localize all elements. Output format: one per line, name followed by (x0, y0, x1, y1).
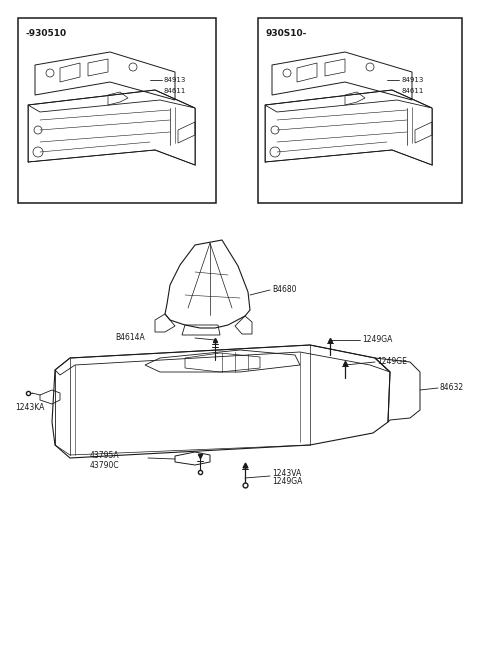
Bar (18, 18, 216, 203)
Text: 84632: 84632 (440, 382, 464, 392)
Bar (258, 18, 462, 203)
Text: 930S10-: 930S10- (265, 30, 306, 39)
Text: 43795A: 43795A (90, 451, 120, 459)
Text: 1243VA: 1243VA (272, 468, 301, 478)
Text: 84611: 84611 (401, 88, 423, 94)
Text: 1243KA: 1243KA (15, 403, 44, 411)
Text: 43790C: 43790C (90, 461, 120, 470)
Text: 84913: 84913 (401, 77, 423, 83)
Text: 1249GA: 1249GA (362, 334, 392, 344)
Text: 84611: 84611 (164, 88, 186, 94)
Text: B4680: B4680 (272, 286, 297, 294)
Text: 1249GE: 1249GE (377, 357, 407, 365)
Text: -930510: -930510 (25, 30, 66, 39)
Text: 1249GA: 1249GA (272, 478, 302, 486)
Text: B4614A: B4614A (115, 332, 145, 342)
Text: 84913: 84913 (164, 77, 186, 83)
